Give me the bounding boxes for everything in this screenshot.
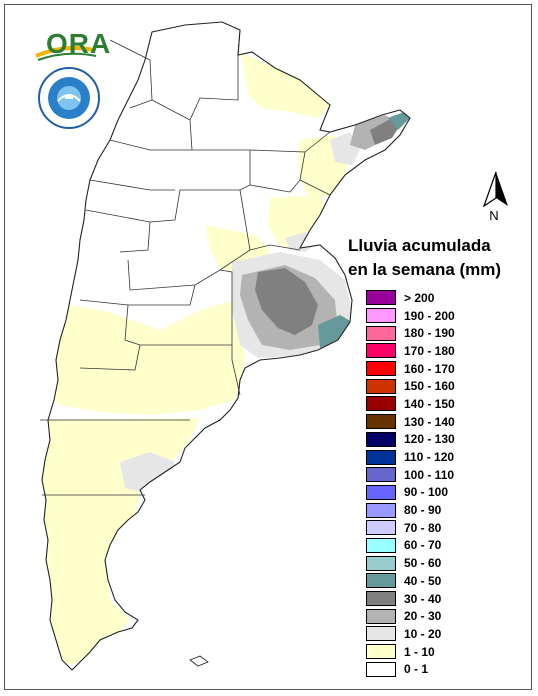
ora-logo-text: ORA <box>46 28 112 59</box>
legend-item: 30 - 40 <box>366 590 455 608</box>
legend-title-line1: Lluvia acumulada <box>348 236 491 255</box>
legend-label: 130 - 140 <box>404 414 455 429</box>
legend-swatch <box>366 396 396 412</box>
ora-logo: ORA <box>34 24 114 64</box>
legend-label: 100 - 110 <box>404 467 455 482</box>
ora-swoosh-icon <box>35 46 97 61</box>
legend-swatch <box>366 343 396 359</box>
legend-item: 10 - 20 <box>366 625 455 643</box>
rain-1-10-pampa-patagonia <box>42 300 245 415</box>
legend-item: 20 - 30 <box>366 607 455 625</box>
legend-item: 90 - 100 <box>366 484 455 502</box>
legend-label: 20 - 30 <box>404 609 442 624</box>
legend-item: 0 - 1 <box>366 660 455 678</box>
legend-label: 110 - 120 <box>404 450 455 465</box>
legend-item: 150 - 160 <box>366 377 455 395</box>
legend-item: 190 - 200 <box>366 307 455 325</box>
legend-swatch <box>366 573 396 589</box>
legend-label: 50 - 60 <box>404 556 442 571</box>
legend-label: 0 - 1 <box>404 662 429 677</box>
legend-label: 120 - 130 <box>404 432 455 447</box>
legend-swatch <box>366 537 396 553</box>
north-label: N <box>489 208 498 222</box>
legend-label: 40 - 50 <box>404 573 442 588</box>
legend-label: 60 - 70 <box>404 538 442 553</box>
rain-1-10-patagonia <box>42 418 200 670</box>
legend-item: 160 - 170 <box>366 360 455 378</box>
map-frame <box>4 4 532 690</box>
legend-item: 140 - 150 <box>366 395 455 413</box>
legend-item: > 200 <box>366 289 455 307</box>
small-island <box>189 655 209 667</box>
legend-swatch <box>366 626 396 642</box>
legend-swatch <box>366 414 396 430</box>
legend-swatch <box>366 467 396 483</box>
legend-item: 100 - 110 <box>366 466 455 484</box>
legend-item: 170 - 180 <box>366 342 455 360</box>
legend-label: 190 - 200 <box>404 308 455 323</box>
rain-1-10-tierra-del-fuego <box>115 636 175 670</box>
smn-seal-icon <box>38 67 100 129</box>
legend-item: 130 - 140 <box>366 413 455 431</box>
legend-label: 150 - 160 <box>404 379 455 394</box>
legend-item: 60 - 70 <box>366 537 455 555</box>
legend-item: 50 - 60 <box>366 554 455 572</box>
rain-30-40 <box>255 268 318 335</box>
legend-item: 70 - 80 <box>366 519 455 537</box>
legend: > 200 190 - 200 180 - 190 170 - 180 160 - 17… <box>366 289 455 678</box>
legend-swatch <box>366 555 396 571</box>
rain-1-10-northeast <box>240 52 330 118</box>
legend-title: Lluvia acumulada en la semana (mm) <box>348 234 501 282</box>
legend-item: 110 - 120 <box>366 448 455 466</box>
legend-label: 140 - 150 <box>404 396 455 411</box>
legend-label: 1 - 10 <box>404 644 435 659</box>
legend-label: 180 - 190 <box>404 326 455 341</box>
legend-swatch <box>366 431 396 447</box>
legend-label: 90 - 100 <box>404 485 449 500</box>
legend-item: 40 - 50 <box>366 572 455 590</box>
legend-swatch <box>366 608 396 624</box>
legend-label: > 200 <box>404 290 435 305</box>
rain-40-50-misiones <box>388 112 410 130</box>
legend-swatch <box>366 591 396 607</box>
legend-item: 80 - 90 <box>366 501 455 519</box>
legend-swatch <box>366 661 396 677</box>
legend-swatch <box>366 378 396 394</box>
legend-swatch <box>366 502 396 518</box>
rain-40-50 <box>318 315 352 348</box>
legend-swatch <box>366 290 396 306</box>
legend-label: 160 - 170 <box>404 361 455 376</box>
legend-swatch <box>366 325 396 341</box>
legend-item: 180 - 190 <box>366 324 455 342</box>
legend-swatch <box>366 520 396 536</box>
legend-item: 1 - 10 <box>366 643 455 661</box>
legend-swatch <box>366 361 396 377</box>
legend-label: 80 - 90 <box>404 503 442 518</box>
legend-title-line2: en la semana (mm) <box>348 260 502 279</box>
legend-label: 30 - 40 <box>404 591 442 606</box>
legend-item: 120 - 130 <box>366 431 455 449</box>
legend-label: 170 - 180 <box>404 343 455 358</box>
legend-swatch <box>366 308 396 324</box>
province-borders <box>40 29 331 496</box>
legend-swatch <box>366 449 396 465</box>
rain-10-20-chubut <box>120 452 175 492</box>
legend-swatch <box>366 644 396 660</box>
legend-label: 10 - 20 <box>404 626 442 641</box>
north-arrow-icon: N <box>482 171 508 222</box>
legend-label: 70 - 80 <box>404 520 442 535</box>
legend-swatch <box>366 484 396 500</box>
